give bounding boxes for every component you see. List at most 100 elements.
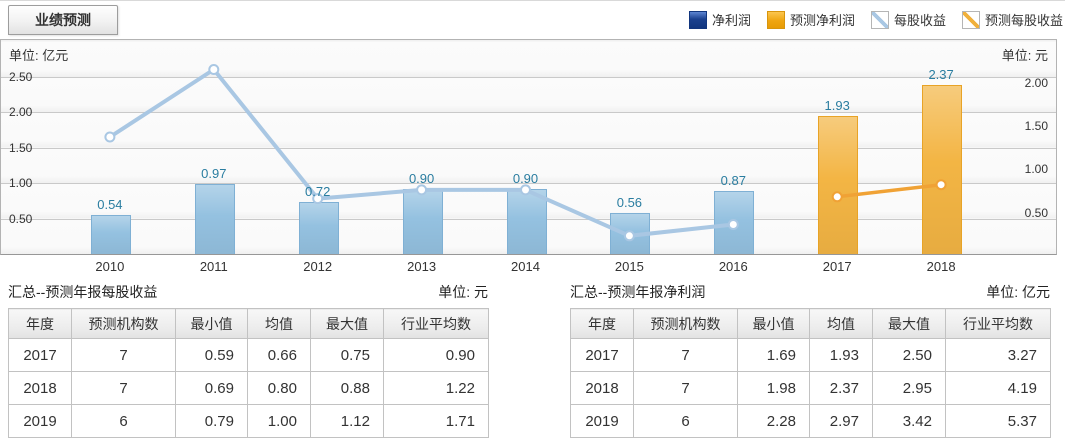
year-cell: 2019 xyxy=(570,404,634,438)
value-cell: 7 xyxy=(71,371,176,405)
forecast-net-profit-bar xyxy=(922,85,963,254)
forecast-net-profit-value-label: 2.37 xyxy=(928,67,954,83)
forecast-eps-table: 年度 预测机构数 最小值 均值 最大值 行业平均数 2017 7 0.59 0.66 0.75 0.9… xyxy=(8,308,489,438)
value-cell: 2.97 xyxy=(809,404,873,438)
tab-performance-forecast[interactable]: 业绩预测 xyxy=(8,5,118,35)
eps-lines-layer xyxy=(104,64,947,242)
eps-table-header-row: 汇总--预测年报每股收益 单位: 元 xyxy=(8,282,488,302)
value-cell: 1.93 xyxy=(809,338,873,372)
net-profit-value-label: 0.97 xyxy=(201,166,227,182)
right-axis-tick-label: 1.50 xyxy=(1024,119,1048,133)
legend-net-profit[interactable]: 净利润 xyxy=(688,10,751,29)
value-cell: 7 xyxy=(633,371,738,405)
net-profit-table-header-row: 汇总--预测年报净利润 单位: 亿元 xyxy=(570,282,1050,302)
eps-marker xyxy=(520,184,531,196)
eps-marker xyxy=(416,184,428,196)
value-cell: 0.88 xyxy=(310,371,384,405)
value-cell: 0.79 xyxy=(175,404,248,438)
column-header: 行业平均数 xyxy=(383,308,489,339)
table-row: 2018 7 1.98 2.37 2.95 4.19 xyxy=(570,371,1051,405)
table-row: 2019 6 2.28 2.97 3.42 5.37 xyxy=(570,404,1051,438)
net-profit-value-label: 0.90 xyxy=(512,171,539,187)
table-row: 2017 7 1.69 1.93 2.50 3.27 xyxy=(570,338,1051,372)
eps-swatch-icon xyxy=(870,10,889,29)
forecast-eps-line xyxy=(835,182,943,199)
net-profit-bar xyxy=(90,214,131,254)
value-cell: 2.50 xyxy=(872,338,946,372)
column-header: 最小值 xyxy=(737,308,810,339)
value-cell: 4.19 xyxy=(945,371,1051,405)
gridline xyxy=(1,112,1056,114)
net-profit-table-unit: 单位: 亿元 xyxy=(986,284,1050,300)
forecast-eps-swatch-icon xyxy=(961,10,980,29)
x-axis-label: 2014 xyxy=(511,259,540,274)
value-cell: 0.80 xyxy=(247,371,311,405)
x-axis-label: 2018 xyxy=(926,259,956,274)
year-cell: 2018 xyxy=(8,371,72,405)
column-header: 行业平均数 xyxy=(945,308,1051,339)
value-cell: 3.42 xyxy=(872,404,946,438)
eps-marker xyxy=(208,64,220,75)
left-axis-tick-label: 1.00 xyxy=(9,176,33,191)
value-cell: 2.95 xyxy=(872,371,946,405)
year-cell: 2017 xyxy=(570,338,634,372)
eps-marker xyxy=(727,219,739,230)
left-axis-tick-label: 0.50 xyxy=(9,211,33,226)
gridline xyxy=(1,76,1056,78)
year-cell: 2019 xyxy=(8,404,72,438)
column-header: 均值 xyxy=(809,308,873,339)
legend-label: 预测净利润 xyxy=(789,13,855,28)
legend-label: 预测每股收益 xyxy=(984,13,1063,28)
right-axis-tick-label: 2.00 xyxy=(1024,75,1048,90)
value-cell: 1.12 xyxy=(310,404,384,438)
forecast-net-profit-value-label: 1.93 xyxy=(824,98,850,114)
legend-forecast-eps[interactable]: 预测每股收益 xyxy=(961,10,1063,29)
x-axis-label: 2015 xyxy=(614,259,644,274)
column-header: 预测机构数 xyxy=(71,308,176,339)
left-axis-tick-label: 1.50 xyxy=(9,140,33,155)
right-axis-unit: 单位: 元 xyxy=(1001,48,1048,63)
value-cell: 0.75 xyxy=(310,338,384,372)
column-header: 均值 xyxy=(247,308,311,339)
legend-eps[interactable]: 每股收益 xyxy=(870,10,946,29)
table-header-row: 年度 预测机构数 最小值 均值 最大值 行业平均数 xyxy=(570,308,1051,339)
column-header: 年度 xyxy=(8,308,72,339)
table-row: 2017 7 0.59 0.66 0.75 0.90 xyxy=(8,338,489,372)
net-profit-swatch-icon xyxy=(688,10,707,29)
x-axis-label: 2013 xyxy=(407,259,437,274)
net-profit-value-label: 0.56 xyxy=(616,195,643,211)
forecast-eps-data-table: 年度 预测机构数 最小值 均值 最大值 行业平均数 2017 7 0.59 0.66 0.75 0.9… xyxy=(8,308,489,438)
x-axis-label: 2011 xyxy=(199,259,228,274)
forecast-net-profit-table: 年度 预测机构数 最小值 均值 最大值 行业平均数 2017 7 1.69 1.93 2.50 3.2… xyxy=(570,308,1051,438)
value-cell: 1.98 xyxy=(737,371,810,405)
value-cell: 6 xyxy=(633,404,738,438)
net-profit-bar xyxy=(194,184,235,254)
table-row: 2019 6 0.79 1.00 1.12 1.71 xyxy=(8,404,489,438)
column-header: 最大值 xyxy=(872,308,946,339)
forecast-net-profit-swatch-icon xyxy=(766,10,785,29)
eps-marker xyxy=(623,230,635,242)
table-header-row: 年度 预测机构数 最小值 均值 最大值 行业平均数 xyxy=(8,308,489,339)
forecast-net-profit-bar xyxy=(818,116,859,254)
value-cell: 1.71 xyxy=(383,404,489,438)
value-cell: 6 xyxy=(71,404,176,438)
x-axis-label: 2017 xyxy=(822,259,852,274)
eps-table-title: 汇总--预测年报每股收益 xyxy=(8,284,158,300)
left-axis-unit: 单位: 亿元 xyxy=(9,48,69,63)
value-cell: 1.00 xyxy=(247,404,311,438)
gridline xyxy=(1,147,1056,149)
right-axis-tick-label: 1.00 xyxy=(1024,162,1048,177)
chart-legend: 净利润 预测净利润 每股收益 预测每股收益 xyxy=(688,10,1063,29)
value-cell: 7 xyxy=(71,338,176,372)
column-header: 最大值 xyxy=(310,308,384,339)
legend-forecast-net-profit[interactable]: 预测净利润 xyxy=(766,10,855,29)
right-axis-tick-label: 0.50 xyxy=(1024,205,1048,220)
net-profit-value-label: 0.87 xyxy=(720,173,746,189)
forecast-chart: 单位: 亿元 单位: 元 0.50 1.00 1.50 2.00 2.50 0.50 1.0… xyxy=(0,39,1057,274)
left-axis-tick-label: 2.50 xyxy=(9,69,33,84)
value-cell: 7 xyxy=(633,338,738,372)
x-axis-label: 2012 xyxy=(303,259,333,274)
value-cell: 2.37 xyxy=(809,371,873,405)
value-cell: 2.28 xyxy=(737,404,810,438)
